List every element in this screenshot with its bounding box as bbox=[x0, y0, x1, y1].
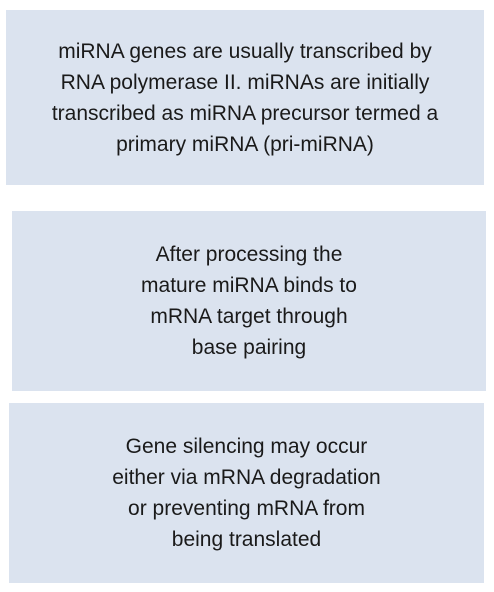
text-line: Gene silencing may occur bbox=[125, 435, 368, 458]
step-text-processing: After processing the mature miRNA binds … bbox=[141, 239, 357, 363]
text-line: either via mRNA degradation bbox=[112, 466, 381, 489]
text-line: base pairing bbox=[191, 336, 307, 359]
text-line: transcribed as miRNA precursor termed a bbox=[51, 101, 439, 125]
step-text-silencing: Gene silencing may occur either via mRNA… bbox=[112, 431, 380, 555]
step-box-processing: After processing the mature miRNA binds … bbox=[12, 211, 486, 391]
step-box-transcription: miRNA genes are usually transcribed by R… bbox=[6, 10, 484, 185]
text-line: mRNA target through bbox=[150, 305, 348, 328]
text-line: After processing the bbox=[155, 243, 343, 266]
text-line: miRNA genes are usually transcribed by bbox=[58, 39, 432, 63]
text-line: primary miRNA (pri-miRNA) bbox=[116, 132, 374, 156]
text-line: or preventing mRNA from bbox=[128, 497, 365, 520]
step-box-silencing: Gene silencing may occur either via mRNA… bbox=[9, 403, 484, 583]
text-line: mature miRNA binds to bbox=[141, 274, 357, 297]
step-text-transcription: miRNA genes are usually transcribed by R… bbox=[52, 36, 438, 160]
text-line: RNA polymerase II. miRNAs are initially bbox=[60, 70, 430, 94]
text-line: being translated bbox=[171, 528, 322, 551]
